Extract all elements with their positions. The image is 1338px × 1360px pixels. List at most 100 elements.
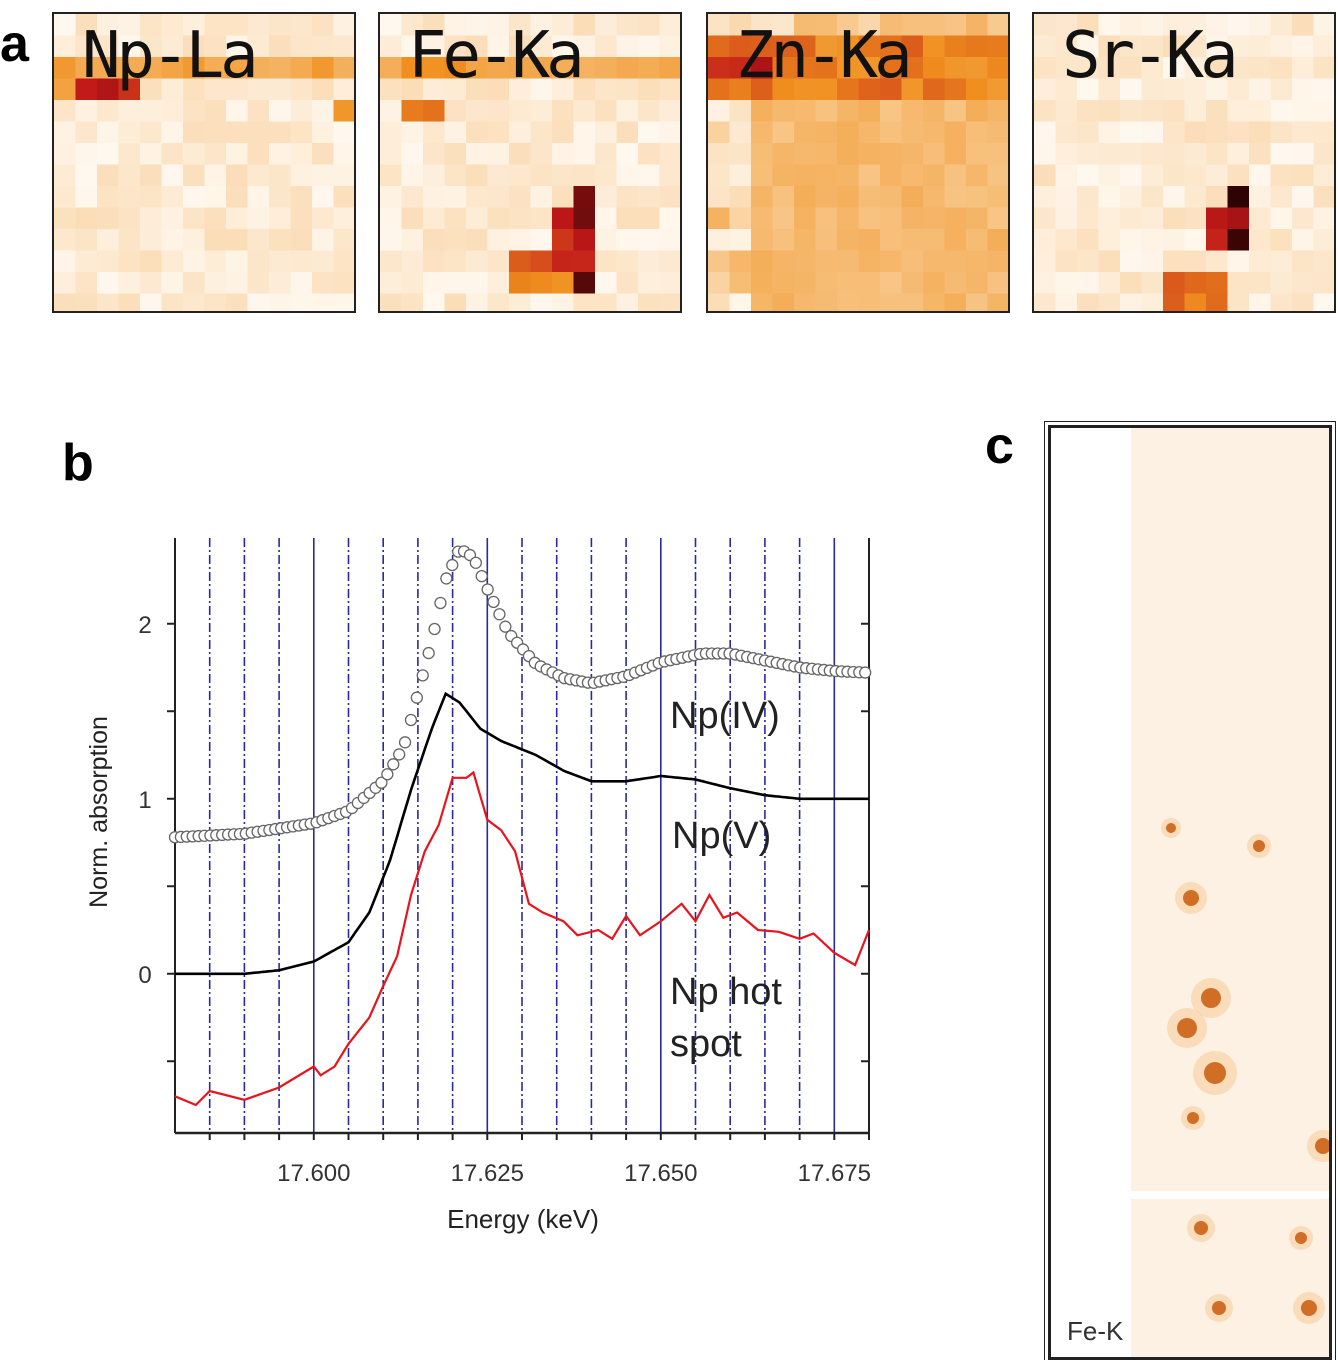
map-pixel [1227, 14, 1250, 36]
map-pixel [1098, 35, 1121, 58]
map-pixel [616, 143, 639, 165]
map-pixel [1034, 272, 1056, 294]
map-pixel [923, 186, 945, 208]
map-pixel [509, 229, 531, 251]
map-pixel [966, 14, 988, 36]
map-pixel [226, 35, 248, 58]
map-pixel [708, 293, 730, 311]
map-pixel [573, 143, 596, 165]
x-tick-label: 17.650 [624, 1160, 697, 1187]
map-pixel [552, 100, 574, 122]
map-pixel [509, 164, 531, 187]
map-pixel [901, 186, 924, 208]
np-v-line [175, 691, 869, 976]
map-pixel [729, 143, 752, 165]
map-pixel [1249, 143, 1271, 165]
map-pixel [837, 164, 859, 187]
map-pixel [944, 143, 967, 165]
map-pixel [880, 35, 902, 58]
map-pixel [140, 186, 162, 208]
map-pixel [923, 164, 945, 187]
map-pixel [269, 121, 291, 144]
map-pixel [1163, 78, 1185, 101]
map-pixel [966, 186, 988, 208]
map-pixel [1077, 293, 1099, 311]
map-pixel [401, 121, 424, 144]
map-pixel [1120, 272, 1142, 294]
map-pixel [987, 250, 1008, 273]
map-pixel [880, 250, 902, 273]
map-pixel [923, 207, 945, 230]
map-pixel [161, 78, 184, 101]
map-pixel [1249, 272, 1271, 294]
map-pixel [1249, 293, 1271, 311]
map-pixel [1227, 57, 1250, 79]
hotspot [1295, 1232, 1307, 1244]
map-pixel [987, 272, 1008, 294]
map-pixel [54, 250, 76, 273]
map-pixel [1206, 35, 1228, 58]
map-pixel [638, 143, 660, 165]
np-iv-point [393, 748, 406, 761]
map-pixel [380, 57, 402, 79]
np-iv-point [493, 608, 506, 621]
map-pixel [1034, 164, 1056, 187]
map-pixel [140, 164, 162, 187]
map-pixel [1098, 229, 1121, 251]
map-pixel [444, 35, 467, 58]
map-pixel [204, 293, 227, 311]
map-pixel [1098, 272, 1121, 294]
map-pixel [880, 272, 902, 294]
np-la-map-image [54, 14, 354, 311]
map-pixel [987, 186, 1008, 208]
map-pixel [333, 293, 354, 311]
map-pixel [794, 293, 816, 311]
map-pixel [1077, 272, 1099, 294]
map-pixel [1227, 293, 1250, 311]
map-pixel [161, 143, 184, 165]
map-pixel [118, 293, 141, 311]
map-pixel [966, 143, 988, 165]
map-pixel [290, 57, 313, 79]
map-pixel [751, 186, 773, 208]
map-pixel [1077, 250, 1099, 273]
map-pixel [333, 229, 354, 251]
map-pixel [140, 207, 162, 230]
map-pixel [140, 121, 162, 144]
map-pixel [466, 229, 488, 251]
map-pixel [552, 164, 574, 187]
map-pixel [269, 78, 291, 101]
map-pixel [880, 186, 902, 208]
map-pixel [659, 186, 680, 208]
map-pixel [466, 143, 488, 165]
map-pixel [659, 272, 680, 294]
map-pixel [751, 57, 773, 79]
np-iv-point [398, 736, 412, 749]
map-pixel [1163, 207, 1185, 230]
map-pixel [1313, 293, 1334, 311]
map-pixel [1292, 293, 1314, 311]
map-pixel [54, 143, 76, 165]
map-pixel [530, 229, 553, 251]
map-pixel [118, 143, 141, 165]
map-pixel [97, 250, 119, 273]
hotspot [1166, 823, 1176, 833]
sr-ka-map: Sr-Ka [1032, 12, 1336, 313]
map-pixel [837, 57, 859, 79]
map-pixel [333, 78, 354, 101]
map-pixel [1163, 229, 1185, 251]
map-pixel [226, 78, 248, 101]
map-pixel [380, 164, 402, 187]
map-pixel [729, 207, 752, 230]
map-pixel [530, 100, 553, 122]
map-pixel [226, 143, 248, 165]
map-pixel [880, 78, 902, 101]
map-pixel [1270, 143, 1293, 165]
np-iv-point [499, 620, 512, 633]
map-pixel [1184, 121, 1207, 144]
map-pixel [97, 164, 119, 187]
map-pixel [509, 121, 531, 144]
map-pixel [1270, 78, 1293, 101]
map-pixel [247, 14, 270, 36]
map-pixel [444, 164, 467, 187]
